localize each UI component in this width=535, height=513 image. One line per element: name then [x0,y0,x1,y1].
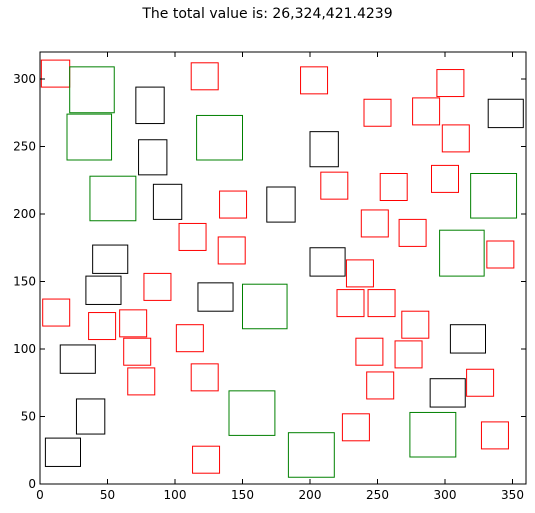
rect-red-11 [360,209,389,238]
rect-red-8 [379,173,408,201]
rect-red-28 [127,367,156,396]
rect-black-45 [135,86,165,125]
rect-red-33 [480,421,509,450]
rect-red-26 [355,337,384,366]
rect-red-34 [192,445,221,474]
rect-red-0 [40,59,71,88]
rect-red-23 [401,310,430,339]
y-tick-label-250: 250 [13,140,36,154]
x-tick-label-50: 50 [100,488,115,502]
x-tick-label-0: 0 [36,488,44,502]
rect-black-54 [197,282,234,312]
rect-red-14 [398,218,427,247]
rect-black-58 [75,398,106,435]
rect-black-53 [85,275,122,305]
rect-green-38 [89,175,137,222]
rect-red-30 [366,371,395,400]
rect-red-1 [190,62,219,91]
rect-red-22 [367,289,396,318]
rect-green-44 [287,432,335,478]
rect-red-4 [363,98,392,127]
rect-red-17 [143,272,172,301]
rect-red-27 [394,340,423,369]
axis-ticks: 0 50 100 150 200 250 300 350 0 50 100 150 200 250 300 [13,52,526,502]
rect-black-57 [429,378,466,408]
rect-black-56 [59,344,96,374]
rect-red-20 [119,309,148,338]
rect-red-21 [336,289,365,318]
rect-green-40 [439,229,485,277]
plot-frame [39,51,527,485]
rect-red-2 [300,66,329,95]
rect-green-41 [242,283,288,330]
chart-title: The total value is: 26,324,421.4239 [142,6,393,22]
rect-red-32 [341,413,370,442]
x-tick-label-300: 300 [434,488,457,502]
rect-green-35 [69,66,115,114]
rect-red-31 [466,368,495,397]
rect-green-39 [470,173,518,219]
rect-green-43 [409,411,457,458]
rect-red-12 [178,222,207,251]
rect-black-51 [92,244,129,274]
x-tick-label-350: 350 [501,488,524,502]
rect-red-15 [486,240,515,269]
rect-red-3 [436,69,465,98]
x-tick-label-200: 200 [299,488,322,502]
rect-red-19 [88,312,117,341]
rect-black-46 [487,98,524,129]
x-tick-label-150: 150 [231,488,254,502]
rect-red-25 [123,337,152,366]
rect-black-59 [44,437,81,467]
rect-red-24 [175,324,204,353]
rect-black-55 [449,324,486,354]
rect-green-42 [228,390,276,436]
rect-black-52 [309,247,346,277]
rect-black-50 [266,186,296,223]
rect-green-36 [66,113,113,161]
rect-red-29 [190,363,219,392]
rect-red-5 [412,97,441,126]
rect-red-16 [345,259,374,288]
y-tick-label-0: 0 [28,477,36,491]
rect-red-18 [42,298,71,327]
y-tick-label-200: 200 [13,207,36,221]
y-tick-label-100: 100 [13,342,36,356]
rectangles-layer [40,59,524,478]
rect-black-48 [138,139,168,176]
rect-red-13 [217,236,246,265]
rect-red-7 [320,171,349,200]
y-tick-label-300: 300 [13,72,36,86]
rect-black-49 [152,183,183,220]
rect-green-37 [196,114,244,161]
y-tick-label-150: 150 [13,275,36,289]
rect-black-47 [309,131,339,168]
x-tick-label-250: 250 [366,488,389,502]
y-tick-label-50: 50 [21,410,36,424]
rect-red-10 [219,190,248,219]
rect-red-6 [441,124,470,153]
x-tick-label-100: 100 [164,488,187,502]
rect-red-9 [431,164,459,193]
